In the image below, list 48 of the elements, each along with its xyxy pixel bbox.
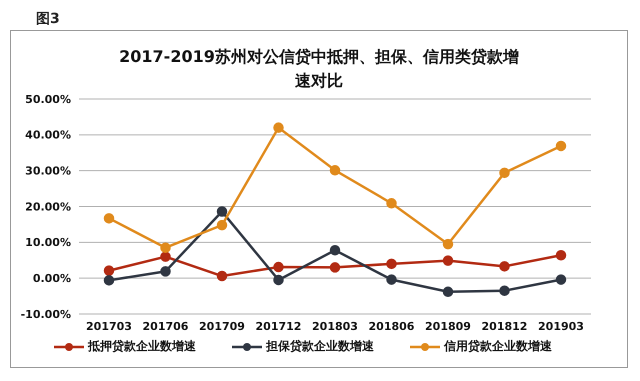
point	[386, 258, 397, 270]
point	[273, 274, 284, 286]
point	[499, 261, 510, 272]
y-tick-label: 50.00%	[25, 92, 71, 106]
point	[216, 220, 228, 230]
x-tick-label: 201709	[199, 320, 245, 333]
y-tick-label: 20.00%	[25, 200, 71, 214]
point	[442, 255, 454, 266]
x-tick-label: 201806	[368, 320, 415, 333]
x-tick-label: 201809	[425, 320, 471, 333]
point	[330, 244, 340, 256]
point	[216, 270, 228, 282]
y-tick-label: 30.00%	[25, 164, 71, 178]
x-tick-label: 201703	[86, 320, 132, 333]
point	[499, 285, 510, 296]
point	[216, 206, 228, 217]
point	[104, 265, 114, 276]
y-tick-label: 0.00%	[32, 272, 71, 286]
point	[442, 238, 454, 250]
point	[160, 266, 171, 277]
x-tick-label: 201812	[482, 320, 528, 333]
legend-label: 担保贷款企业数增速	[266, 338, 374, 355]
point	[556, 140, 566, 152]
x-tick-label: 201903	[538, 320, 584, 333]
point	[104, 275, 114, 286]
x-tick-label: 201712	[256, 320, 302, 333]
point	[556, 274, 566, 285]
legend-label: 抵押贷款企业数增速	[88, 338, 196, 355]
point	[442, 286, 454, 298]
chart-title: 2017-2019苏州对公信贷中抵押、担保、信用类贷款增速对比	[118, 46, 520, 92]
point	[160, 242, 171, 253]
y-tick-label: -10.00%	[20, 308, 71, 321]
legend-label: 信用贷款企业数增速	[444, 338, 552, 355]
point	[273, 262, 284, 272]
caption: 图3	[36, 10, 60, 28]
x-tick-label: 201803	[312, 320, 358, 333]
y-tick-label: 10.00%	[25, 236, 71, 250]
point	[330, 165, 340, 176]
point	[330, 262, 340, 273]
point	[499, 168, 510, 178]
point	[273, 122, 284, 133]
x-tick-label: 201706	[142, 320, 189, 333]
point	[386, 198, 397, 209]
point	[386, 274, 397, 285]
y-tick-label: 40.00%	[25, 128, 71, 142]
point	[104, 213, 114, 224]
point	[556, 250, 566, 260]
point	[160, 251, 171, 262]
